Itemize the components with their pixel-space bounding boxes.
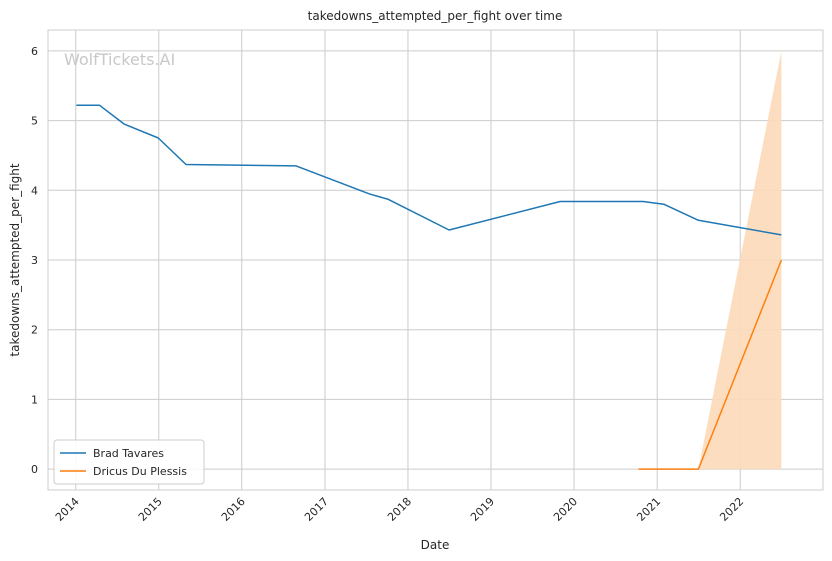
y-tick-label: 0 bbox=[31, 463, 38, 476]
legend-box bbox=[53, 439, 205, 485]
y-axis-label: takedowns_attempted_per_fight bbox=[8, 163, 22, 356]
legend-label-brad-tavares: Brad Tavares bbox=[93, 447, 164, 460]
y-tick-label: 4 bbox=[31, 184, 38, 197]
y-tick-label: 3 bbox=[31, 254, 38, 267]
y-tick-label: 5 bbox=[31, 115, 38, 128]
y-tick-label: 1 bbox=[31, 393, 38, 406]
y-tick-label: 6 bbox=[31, 45, 38, 58]
y-tick-label: 2 bbox=[31, 324, 38, 337]
series-lines bbox=[76, 104, 783, 470]
series-line bbox=[76, 104, 782, 236]
x-axis-label: Date bbox=[421, 538, 450, 552]
chart-title: takedowns_attempted_per_fight over time bbox=[308, 9, 563, 23]
series-line bbox=[638, 259, 783, 470]
confidence-bands bbox=[638, 50, 782, 470]
legend: Brad Tavares Dricus Du Plessis bbox=[53, 439, 205, 485]
legend-label-dricus-du-plessis: Dricus Du Plessis bbox=[93, 465, 187, 478]
watermark-logo: WolfTickets.AI bbox=[64, 50, 175, 69]
confidence-band bbox=[638, 50, 782, 470]
y-axis-ticks: 0 1 2 3 4 5 6 bbox=[31, 45, 38, 476]
